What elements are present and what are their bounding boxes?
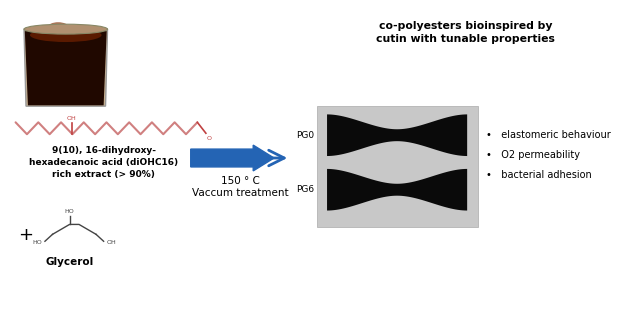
Polygon shape: [24, 29, 108, 106]
Polygon shape: [25, 31, 107, 105]
Text: OH: OH: [106, 240, 116, 245]
Text: HO: HO: [32, 240, 42, 245]
Text: HO: HO: [65, 209, 75, 213]
Ellipse shape: [24, 24, 108, 34]
Text: PG0: PG0: [296, 131, 314, 140]
Text: O: O: [206, 136, 211, 141]
Bar: [316, 107, 477, 227]
FancyArrow shape: [191, 145, 274, 171]
Text: PG6: PG6: [296, 185, 314, 194]
Polygon shape: [327, 114, 467, 156]
Text: •   elastomeric behaviour: • elastomeric behaviour: [486, 130, 611, 140]
Text: 9(10), 16-dihydroxy-
hexadecanoic acid (diOHC16)
rich extract (> 90%): 9(10), 16-dihydroxy- hexadecanoic acid (…: [29, 146, 179, 179]
Text: •   bacterial adhesion: • bacterial adhesion: [486, 170, 592, 180]
Ellipse shape: [30, 28, 101, 42]
Text: Glycerol: Glycerol: [46, 257, 94, 267]
Polygon shape: [327, 169, 467, 211]
Text: 150 ° C: 150 ° C: [220, 176, 260, 186]
Text: co-polyesters bioinspired by
cutin with tunable properties: co-polyesters bioinspired by cutin with …: [376, 21, 555, 45]
Text: OH: OH: [66, 116, 77, 121]
Text: +: +: [18, 226, 34, 244]
Text: Vaccum treatment: Vaccum treatment: [192, 188, 288, 198]
Ellipse shape: [47, 22, 68, 32]
Text: •   O2 permeability: • O2 permeability: [486, 150, 580, 160]
